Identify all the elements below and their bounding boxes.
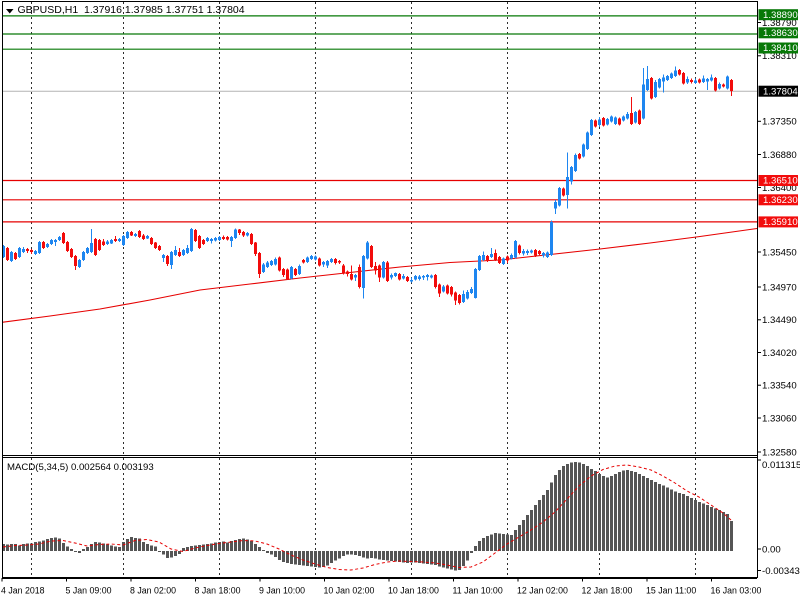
svg-text:1.38410: 1.38410 bbox=[763, 43, 798, 54]
svg-text:10 Jan 18:00: 10 Jan 18:00 bbox=[388, 586, 439, 596]
svg-text:12 Jan 18:00: 12 Jan 18:00 bbox=[582, 586, 633, 596]
svg-text:1.36880: 1.36880 bbox=[762, 150, 797, 161]
svg-text:1.35450: 1.35450 bbox=[762, 247, 797, 258]
svg-text:1.36400: 1.36400 bbox=[762, 183, 797, 194]
svg-text:1.34970: 1.34970 bbox=[762, 282, 797, 293]
svg-text:1.32580: 1.32580 bbox=[762, 447, 797, 458]
svg-text:15 Jan 11:00: 15 Jan 11:00 bbox=[646, 586, 696, 596]
svg-text:1.38310: 1.38310 bbox=[762, 51, 797, 62]
svg-text:1.37804: 1.37804 bbox=[763, 86, 798, 97]
svg-text:-0.003438: -0.003438 bbox=[762, 566, 800, 577]
svg-text:1.37350: 1.37350 bbox=[762, 117, 797, 128]
svg-text:12 Jan 02:00: 12 Jan 02:00 bbox=[517, 586, 568, 596]
svg-text:10 Jan 02:00: 10 Jan 02:00 bbox=[324, 586, 375, 596]
svg-text:1.35910: 1.35910 bbox=[763, 217, 798, 228]
svg-text:1.33060: 1.33060 bbox=[762, 413, 797, 424]
svg-text:16 Jan 03:00: 16 Jan 03:00 bbox=[711, 586, 762, 596]
svg-text:4 Jan 2018: 4 Jan 2018 bbox=[1, 586, 45, 596]
svg-text:1.38630: 1.38630 bbox=[763, 28, 798, 39]
svg-text:1.36510: 1.36510 bbox=[763, 176, 798, 187]
svg-text:8 Jan 02:00: 8 Jan 02:00 bbox=[130, 586, 176, 596]
svg-text:11 Jan 10:00: 11 Jan 10:00 bbox=[453, 586, 503, 596]
svg-text:1.38790: 1.38790 bbox=[762, 18, 797, 29]
svg-text:9 Jan 10:00: 9 Jan 10:00 bbox=[259, 586, 305, 596]
svg-text:GBPUSD,H1 1.37916 1.37985 1.3: GBPUSD,H1 1.37916 1.37985 1.37751 1.3780… bbox=[18, 4, 245, 16]
svg-text:0.00: 0.00 bbox=[762, 545, 781, 556]
svg-text:1.33540: 1.33540 bbox=[762, 381, 797, 392]
svg-text:1.34490: 1.34490 bbox=[762, 315, 797, 326]
svg-text:8 Jan 18:00: 8 Jan 18:00 bbox=[195, 586, 241, 596]
svg-text:1.38890: 1.38890 bbox=[763, 10, 798, 21]
svg-text:5 Jan 09:00: 5 Jan 09:00 bbox=[66, 586, 112, 596]
svg-text:1.36230: 1.36230 bbox=[763, 195, 798, 206]
svg-text:MACD(5,34,5) 0.002564 0.003193: MACD(5,34,5) 0.002564 0.003193 bbox=[7, 462, 154, 473]
svg-text:1.34020: 1.34020 bbox=[762, 348, 797, 359]
svg-text:0.011315: 0.011315 bbox=[762, 460, 800, 471]
